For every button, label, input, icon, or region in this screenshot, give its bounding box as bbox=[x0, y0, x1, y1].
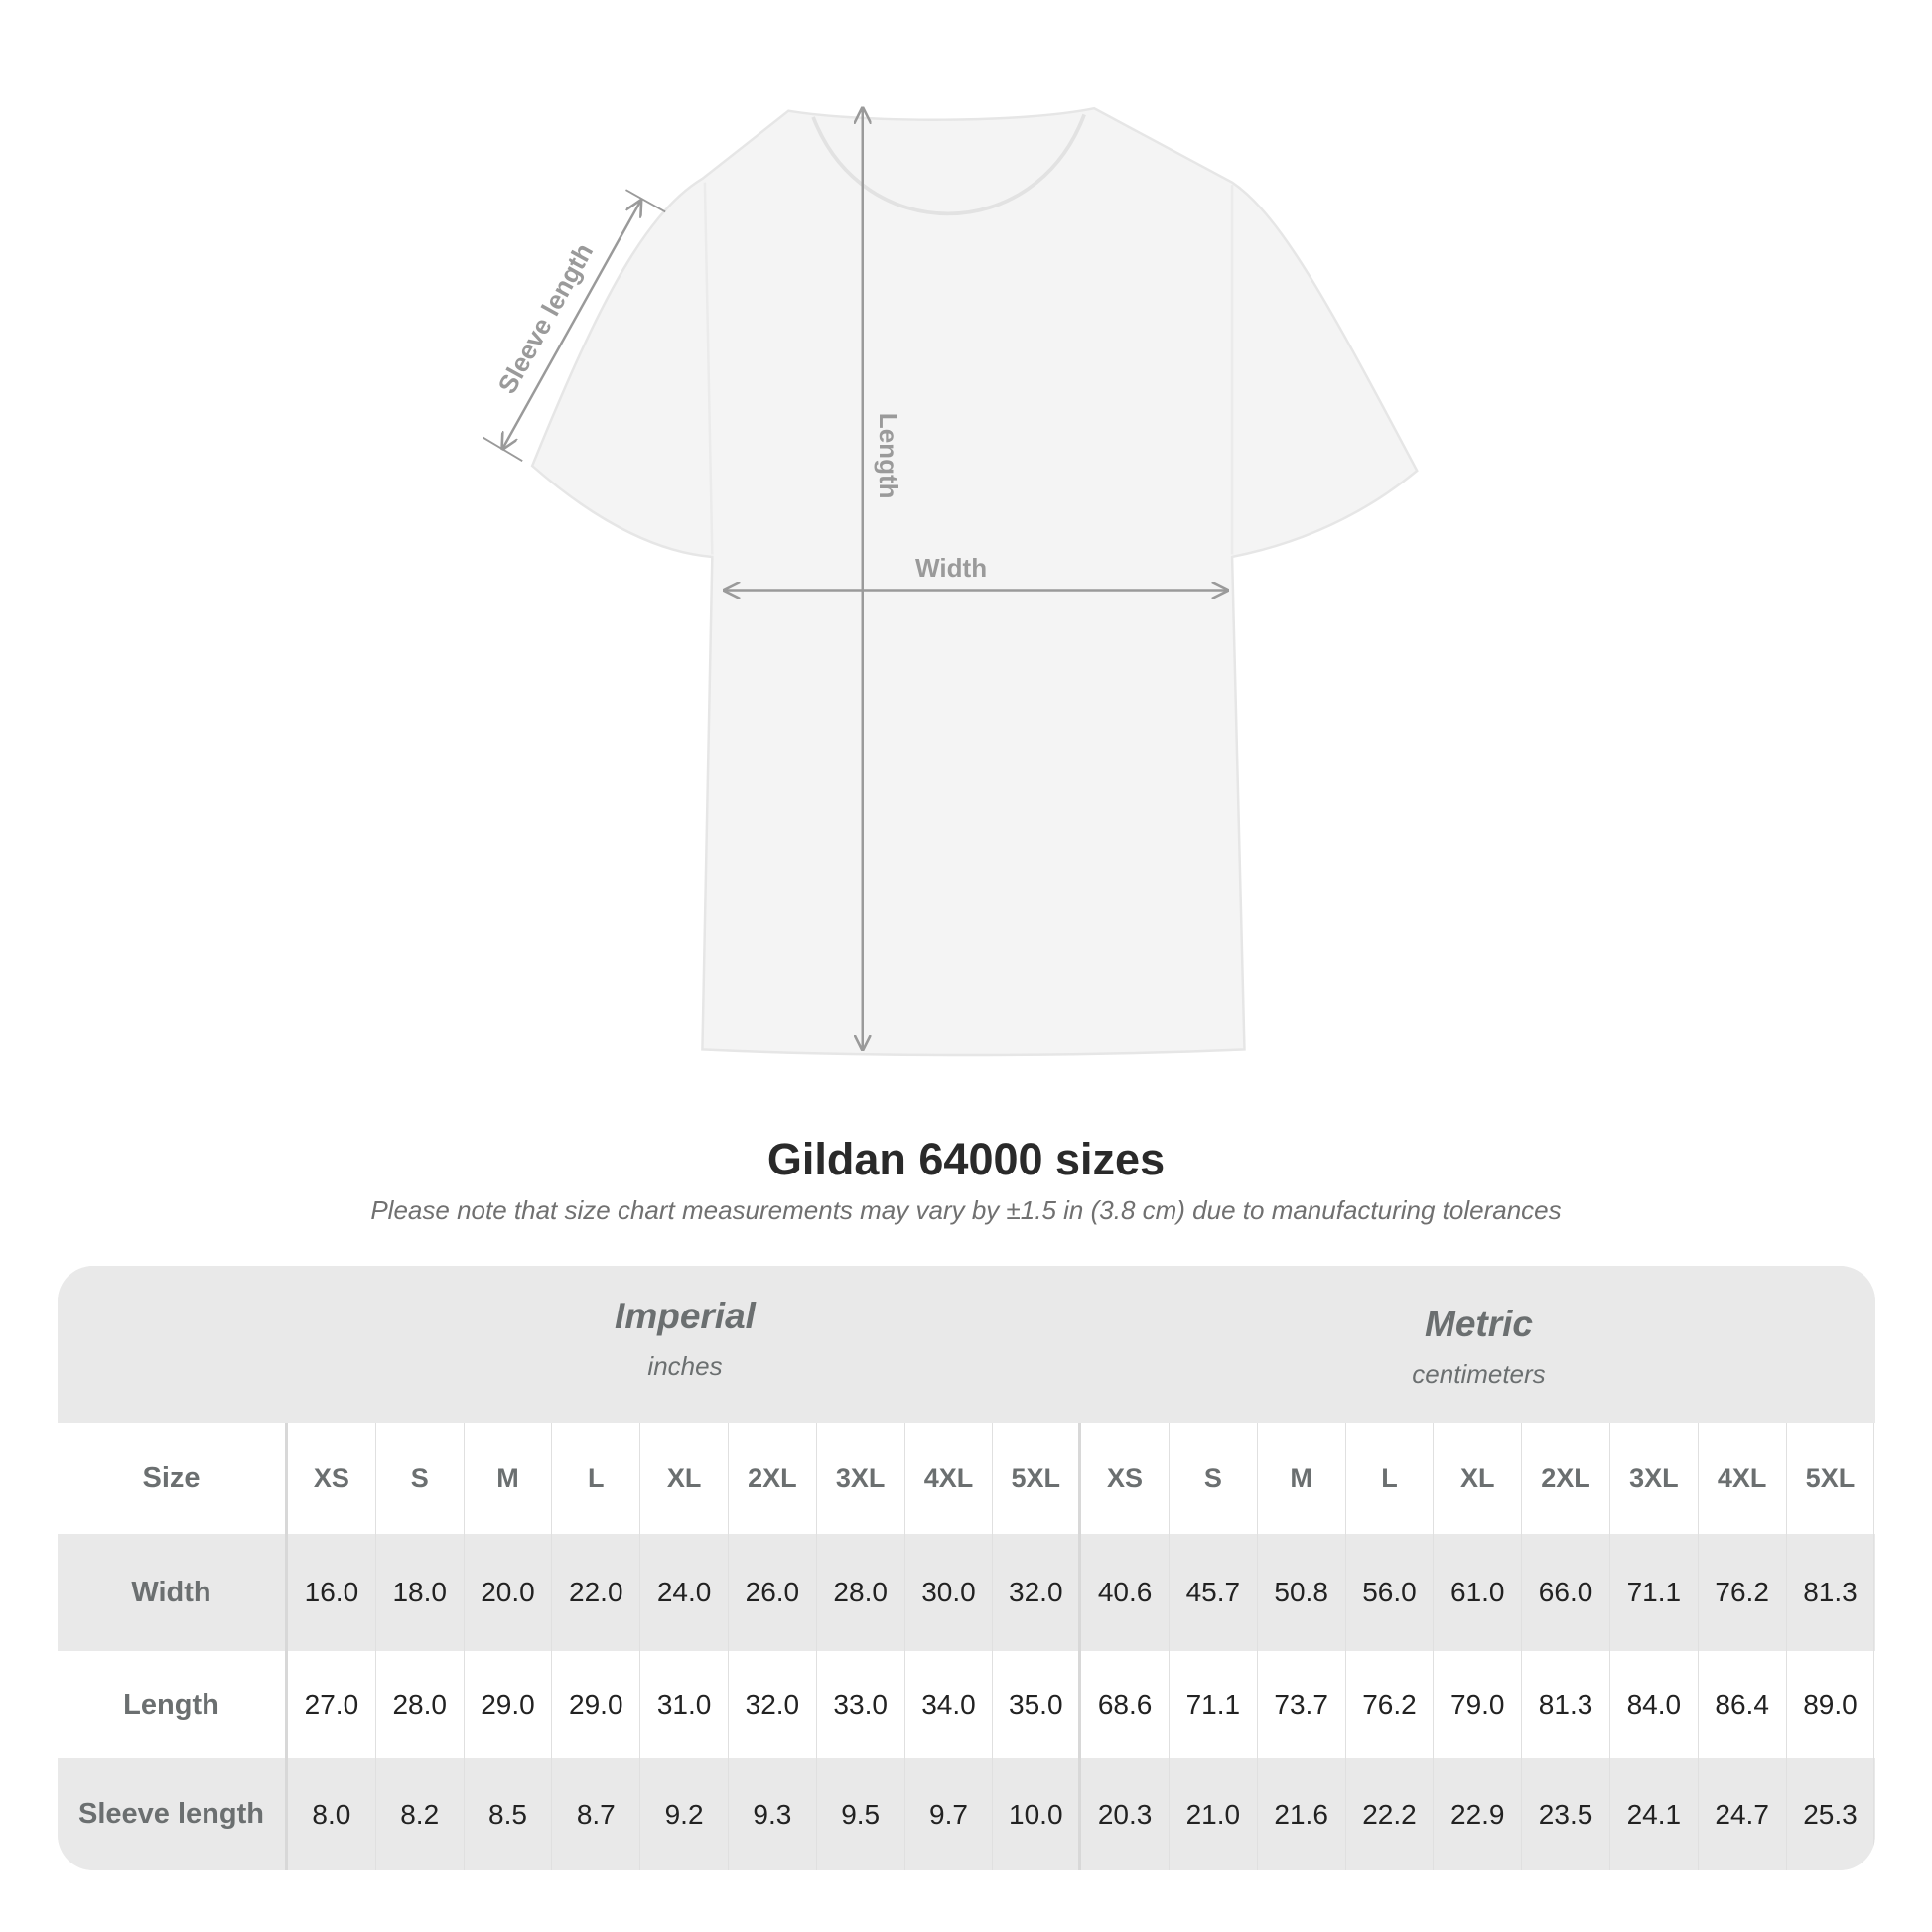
page-title: Gildan 64000 sizes bbox=[766, 1134, 1166, 1184]
imperial-cell: 28.0 bbox=[376, 1651, 465, 1758]
width-measure: Width bbox=[725, 553, 1227, 591]
metric-cell: 24.7 bbox=[1699, 1758, 1787, 1870]
metric-cell: 71.1 bbox=[1610, 1534, 1699, 1651]
table-row-length: Length 27.0 28.0 29.0 29.0 31.0 32.0 33.0 34.0 35… bbox=[58, 1651, 1875, 1758]
metric-cell: 68.6 bbox=[1081, 1651, 1170, 1758]
row-label: Length bbox=[58, 1651, 288, 1758]
imperial-size-header: 2XL bbox=[729, 1423, 817, 1534]
neckline bbox=[811, 113, 1086, 216]
metric-size-header: XL bbox=[1434, 1423, 1523, 1534]
row-label: Size bbox=[58, 1423, 288, 1534]
imperial-cell: 8.7 bbox=[552, 1758, 641, 1870]
imperial-cell: 8.2 bbox=[376, 1758, 465, 1870]
metric-cell: 45.7 bbox=[1170, 1534, 1258, 1651]
metric-cell: 73.7 bbox=[1258, 1651, 1346, 1758]
metric-size-header: M bbox=[1258, 1423, 1346, 1534]
width-label: Width bbox=[915, 553, 987, 583]
length-label: Length bbox=[874, 413, 903, 499]
row-label: Sleeve length bbox=[58, 1758, 288, 1870]
metric-cell: 71.1 bbox=[1170, 1651, 1258, 1758]
metric-cell: 24.1 bbox=[1610, 1758, 1699, 1870]
imperial-cell: 27.0 bbox=[288, 1651, 376, 1758]
metric-cell: 81.3 bbox=[1522, 1651, 1610, 1758]
metric-cell: 61.0 bbox=[1434, 1534, 1523, 1651]
imperial-size-header: 4XL bbox=[905, 1423, 994, 1534]
imperial-cell: 9.5 bbox=[817, 1758, 905, 1870]
size-header-row: Size XS S M L XL 2XL 3XL 4XL 5XL XS S M L XL 2XL 3XL 4XL 5… bbox=[58, 1423, 1875, 1534]
imperial-cell: 35.0 bbox=[993, 1651, 1082, 1758]
imperial-size-header: 3XL bbox=[817, 1423, 905, 1534]
metric-cell: 20.3 bbox=[1081, 1758, 1170, 1870]
metric-cell: 89.0 bbox=[1787, 1651, 1875, 1758]
metric-size-header: 2XL bbox=[1522, 1423, 1610, 1534]
metric-cell: 66.0 bbox=[1522, 1534, 1610, 1651]
imperial-cell: 20.0 bbox=[465, 1534, 553, 1651]
metric-cell: 25.3 bbox=[1787, 1758, 1875, 1870]
metric-size-header: L bbox=[1346, 1423, 1435, 1534]
imperial-cell: 32.0 bbox=[729, 1651, 817, 1758]
metric-group-header: Metric centimeters bbox=[1082, 1304, 1875, 1390]
length-measure: Length bbox=[863, 108, 903, 1049]
imperial-cell: 9.7 bbox=[905, 1758, 994, 1870]
metric-title: Metric bbox=[1425, 1304, 1533, 1344]
size-table: Imperial inches Metric centimeters Size X… bbox=[58, 1266, 1875, 1870]
metric-cell: 40.6 bbox=[1081, 1534, 1170, 1651]
imperial-cell: 8.0 bbox=[288, 1758, 376, 1870]
metric-cell: 86.4 bbox=[1699, 1651, 1787, 1758]
imperial-cell: 31.0 bbox=[640, 1651, 729, 1758]
imperial-size-header: 5XL bbox=[993, 1423, 1082, 1534]
metric-size-header: 5XL bbox=[1787, 1423, 1875, 1534]
imperial-cell: 9.2 bbox=[640, 1758, 729, 1870]
metric-cell: 23.5 bbox=[1522, 1758, 1610, 1870]
table-row-sleeve-length: Sleeve length 8.0 8.2 8.5 8.7 9.2 9.3 9.5 9.7 10.… bbox=[58, 1758, 1875, 1870]
imperial-cell: 26.0 bbox=[729, 1534, 817, 1651]
table-header-band: Imperial inches Metric centimeters bbox=[58, 1266, 1875, 1423]
metric-cell: 76.2 bbox=[1346, 1651, 1435, 1758]
imperial-cell: 29.0 bbox=[552, 1651, 641, 1758]
metric-size-header: 4XL bbox=[1699, 1423, 1787, 1534]
imperial-cell: 10.0 bbox=[993, 1758, 1082, 1870]
metric-cell: 81.3 bbox=[1787, 1534, 1875, 1651]
metric-size-header: XS bbox=[1081, 1423, 1170, 1534]
imperial-cell: 8.5 bbox=[465, 1758, 553, 1870]
imperial-cell: 34.0 bbox=[905, 1651, 994, 1758]
imperial-cell: 33.0 bbox=[817, 1651, 905, 1758]
imperial-cell: 24.0 bbox=[640, 1534, 729, 1651]
imperial-group-header: Imperial inches bbox=[288, 1296, 1082, 1382]
metric-cell: 76.2 bbox=[1699, 1534, 1787, 1651]
metric-cell: 79.0 bbox=[1434, 1651, 1523, 1758]
imperial-cell: 9.3 bbox=[729, 1758, 817, 1870]
metric-cell: 84.0 bbox=[1610, 1651, 1699, 1758]
imperial-cell: 30.0 bbox=[905, 1534, 994, 1651]
metric-size-header: S bbox=[1170, 1423, 1258, 1534]
imperial-cell: 18.0 bbox=[376, 1534, 465, 1651]
imperial-cell: 22.0 bbox=[552, 1534, 641, 1651]
imperial-cell: 28.0 bbox=[817, 1534, 905, 1651]
metric-unit: centimeters bbox=[1412, 1359, 1546, 1389]
imperial-size-header: M bbox=[465, 1423, 553, 1534]
imperial-title: Imperial bbox=[615, 1296, 756, 1336]
metric-cell: 22.2 bbox=[1346, 1758, 1435, 1870]
metric-cell: 56.0 bbox=[1346, 1534, 1435, 1651]
metric-cell: 21.6 bbox=[1258, 1758, 1346, 1870]
table-row-width: Width 16.0 18.0 20.0 22.0 24.0 26.0 28.0 30.0 32.… bbox=[58, 1534, 1875, 1651]
tolerance-note: Please note that size chart measurements… bbox=[370, 1195, 1562, 1225]
metric-cell: 21.0 bbox=[1170, 1758, 1258, 1870]
imperial-size-header: S bbox=[376, 1423, 465, 1534]
imperial-unit: inches bbox=[647, 1351, 723, 1381]
metric-cell: 50.8 bbox=[1258, 1534, 1346, 1651]
imperial-size-header: L bbox=[552, 1423, 641, 1534]
row-label: Width bbox=[58, 1534, 288, 1651]
imperial-cell: 16.0 bbox=[288, 1534, 376, 1651]
imperial-cell: 29.0 bbox=[465, 1651, 553, 1758]
imperial-size-header: XS bbox=[288, 1423, 376, 1534]
metric-cell: 22.9 bbox=[1434, 1758, 1523, 1870]
imperial-size-header: XL bbox=[640, 1423, 729, 1534]
imperial-cell: 32.0 bbox=[993, 1534, 1082, 1651]
metric-size-header: 3XL bbox=[1610, 1423, 1699, 1534]
